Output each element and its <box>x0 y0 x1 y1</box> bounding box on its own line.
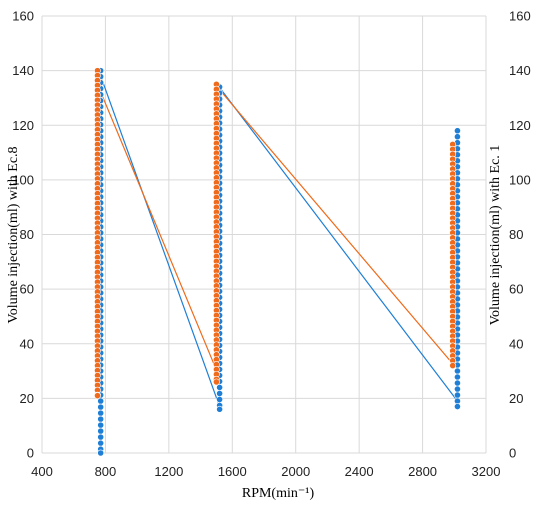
y-tick-label-right: 20 <box>509 391 523 406</box>
y-tick-label-right: 60 <box>509 282 523 297</box>
data-point <box>449 362 457 369</box>
y-tick-label-left: 120 <box>12 118 34 133</box>
gridlines <box>41 15 487 454</box>
series-line-2 <box>96 84 455 375</box>
data-point <box>216 396 223 403</box>
x-tick-label: 400 <box>31 464 53 479</box>
y-tick-label-left: 140 <box>12 63 34 78</box>
x-tick-labels: 400 800 1200 1600 2000 2400 2800 3200 <box>31 464 500 479</box>
data-point <box>94 392 101 400</box>
y-tick-label-left: 100 <box>12 172 34 187</box>
x-tick-label: 2000 <box>281 464 310 479</box>
x-axis-title: RPM(min⁻¹) <box>242 486 315 501</box>
data-point <box>454 391 461 399</box>
y-tick-label-right: 140 <box>509 63 531 78</box>
y-tick-label-left: 40 <box>20 336 34 351</box>
y-tick-label-right: 0 <box>509 446 516 461</box>
data-point <box>454 367 461 375</box>
y-tick-labels-left: 0 20 40 60 80 100 120 140 160 <box>12 9 34 461</box>
data-point <box>454 379 461 387</box>
x-tick-label: 3200 <box>472 464 501 479</box>
data-point <box>454 385 461 393</box>
y-tick-label-right: 160 <box>509 9 531 24</box>
y-tick-label-right: 120 <box>509 118 531 133</box>
data-point <box>216 384 223 391</box>
x-tick-label: 2400 <box>345 464 374 479</box>
y-tick-label-left: 80 <box>20 227 34 242</box>
data-point <box>97 439 105 447</box>
data-point <box>97 409 105 417</box>
data-point <box>454 373 461 381</box>
x-tick-label: 800 <box>95 464 117 479</box>
y-tick-labels-right: 0 20 40 60 80 100 120 140 160 <box>509 9 531 461</box>
data-point <box>97 433 105 441</box>
data-point <box>216 390 223 397</box>
y-axis-title-right: Volume injection(ml) with Ec. 1 <box>488 145 503 326</box>
data-point <box>97 415 105 423</box>
y-axis-title-left: Volume injection(ml) with Ec.8 <box>6 146 21 323</box>
data-points <box>94 67 461 457</box>
data-point <box>97 403 105 411</box>
y-tick-label-right: 40 <box>509 336 523 351</box>
x-tick-label: 1600 <box>218 464 247 479</box>
data-point <box>454 133 461 141</box>
y-tick-label-right: 100 <box>509 172 531 187</box>
y-tick-label-left: 0 <box>27 446 34 461</box>
y-tick-label-right: 80 <box>509 227 523 242</box>
data-point <box>454 403 461 410</box>
series-connectors <box>96 70 459 453</box>
data-point <box>213 378 220 386</box>
data-point <box>97 397 105 405</box>
data-point <box>97 427 105 435</box>
y-tick-label-left: 20 <box>20 391 34 406</box>
y-tick-label-left: 160 <box>12 9 34 24</box>
x-tick-label: 1200 <box>154 464 183 479</box>
data-point <box>97 449 105 457</box>
x-tick-label: 2800 <box>408 464 437 479</box>
data-point <box>454 127 461 135</box>
data-point <box>216 405 223 413</box>
data-point <box>97 421 105 429</box>
y-tick-label-left: 60 <box>20 282 34 297</box>
